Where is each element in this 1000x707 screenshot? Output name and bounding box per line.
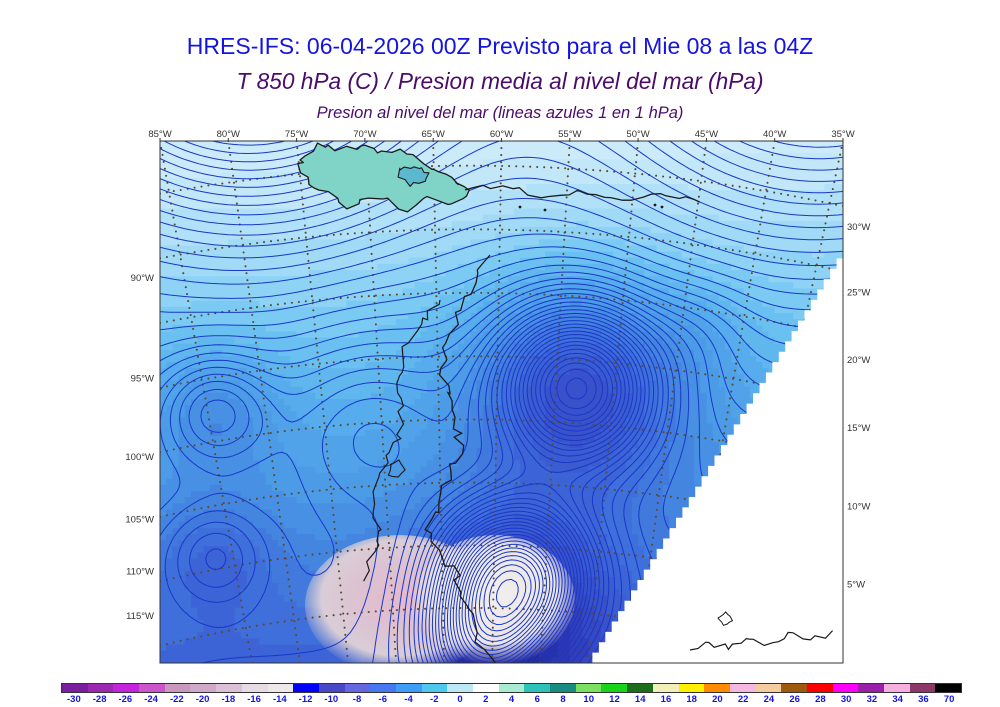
svg-text:25°W: 25°W	[847, 287, 870, 298]
svg-text:95°W: 95°W	[131, 374, 154, 385]
svg-text:100°W: 100°W	[125, 452, 154, 463]
svg-text:110°W: 110°W	[126, 567, 154, 578]
svg-text:105°W: 105°W	[125, 515, 154, 526]
svg-text:30°W: 30°W	[847, 222, 870, 233]
svg-text:15°W: 15°W	[847, 423, 870, 434]
svg-text:5°W: 5°W	[847, 580, 865, 591]
svg-text:115°W: 115°W	[126, 611, 154, 622]
svg-text:10°W: 10°W	[847, 501, 870, 512]
svg-text:20°W: 20°W	[847, 355, 870, 366]
svg-text:90°W: 90°W	[131, 273, 154, 284]
